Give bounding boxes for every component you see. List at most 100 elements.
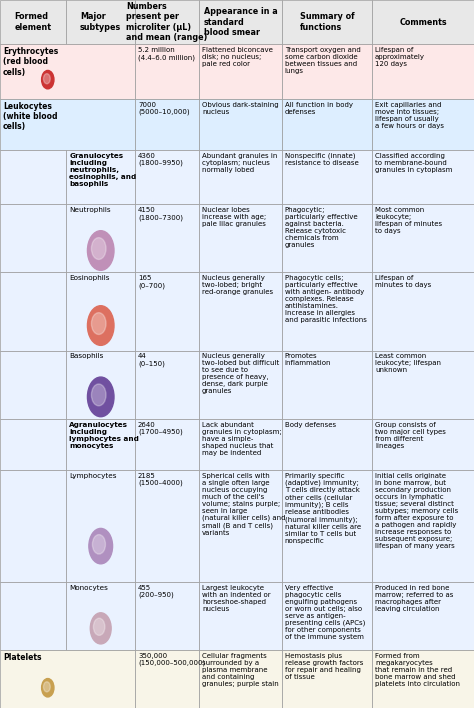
Circle shape bbox=[44, 682, 50, 692]
Circle shape bbox=[90, 612, 111, 644]
Bar bbox=[199, 273, 282, 350]
Text: 44
(0–150): 44 (0–150) bbox=[138, 353, 165, 367]
Text: 2185
(1500–4000): 2185 (1500–4000) bbox=[138, 472, 182, 486]
Text: 165
(0–700): 165 (0–700) bbox=[138, 275, 165, 289]
Bar bbox=[372, 469, 474, 582]
Text: 2640
(1700–4950): 2640 (1700–4950) bbox=[138, 421, 182, 435]
Bar bbox=[282, 273, 372, 350]
Text: Hemostasis plus
release growth factors
for repair and healing
of tissue: Hemostasis plus release growth factors f… bbox=[285, 653, 363, 680]
Bar bbox=[372, 204, 474, 273]
Circle shape bbox=[89, 528, 113, 564]
Bar bbox=[199, 650, 282, 708]
Bar bbox=[0, 0, 66, 44]
Bar bbox=[135, 0, 199, 44]
Text: Comments: Comments bbox=[399, 18, 447, 27]
Bar bbox=[0, 582, 66, 650]
Bar bbox=[135, 150, 199, 204]
Bar bbox=[199, 350, 282, 418]
Bar bbox=[135, 650, 199, 708]
Bar bbox=[372, 650, 474, 708]
Bar bbox=[372, 582, 474, 650]
Text: Lack abundant
granules in cytoplasm;
have a simple-
shaped nucleus that
may be i: Lack abundant granules in cytoplasm; hav… bbox=[202, 421, 282, 455]
Circle shape bbox=[42, 678, 54, 697]
Bar bbox=[372, 350, 474, 418]
Bar bbox=[199, 418, 282, 469]
Bar bbox=[66, 150, 135, 204]
Text: Neutrophils: Neutrophils bbox=[69, 207, 111, 213]
Circle shape bbox=[44, 74, 50, 84]
Text: Phagocytic;
particularly effective
against bacteria.
Release cytotoxic
chemicals: Phagocytic; particularly effective again… bbox=[285, 207, 357, 248]
Text: 4360
(1800–9950): 4360 (1800–9950) bbox=[138, 153, 183, 166]
Bar bbox=[135, 44, 199, 98]
Bar bbox=[372, 150, 474, 204]
Bar bbox=[199, 44, 282, 98]
Bar bbox=[66, 469, 135, 582]
Text: Nuclear lobes
increase with age;
pale lilac granules: Nuclear lobes increase with age; pale li… bbox=[202, 207, 266, 227]
Text: Promotes
inflammation: Promotes inflammation bbox=[285, 353, 331, 367]
Bar bbox=[135, 273, 199, 350]
Text: Major
subtypes: Major subtypes bbox=[80, 13, 121, 32]
Bar bbox=[0, 350, 66, 418]
Bar bbox=[0, 204, 66, 273]
Bar bbox=[199, 150, 282, 204]
Text: Spherical cells with
a single often large
nucleus occupying
much of the cell's
v: Spherical cells with a single often larg… bbox=[202, 472, 285, 535]
Bar bbox=[199, 582, 282, 650]
Bar bbox=[0, 650, 135, 708]
Text: Classified according
to membrane-bound
granules in cytoplasm: Classified according to membrane-bound g… bbox=[375, 153, 452, 173]
Text: Basophils: Basophils bbox=[69, 353, 104, 360]
Text: Numbers
present per
microliter (μL)
and mean (range): Numbers present per microliter (μL) and … bbox=[127, 2, 208, 42]
Text: Nucleus generally
two-lobed; bright
red-orange granules: Nucleus generally two-lobed; bright red-… bbox=[202, 275, 273, 295]
Text: Eosinophils: Eosinophils bbox=[69, 275, 109, 281]
Text: Granulocytes
including
neutrophils,
eosinophils, and
basophils: Granulocytes including neutrophils, eosi… bbox=[69, 153, 137, 187]
Text: Exit capillaries and
move into tissues;
lifespan of usually
a few hours or days: Exit capillaries and move into tissues; … bbox=[375, 101, 444, 129]
Text: Very effective
phagocytic cells
engulfing pathogens
or worn out cells; also
serv: Very effective phagocytic cells engulfin… bbox=[285, 585, 365, 641]
Text: Nucleus generally
two-lobed but difficult
to see due to
presence of heavy,
dense: Nucleus generally two-lobed but difficul… bbox=[202, 353, 279, 394]
Text: Group consists of
two major cell types
from different
lineages: Group consists of two major cell types f… bbox=[375, 421, 446, 448]
Bar bbox=[66, 0, 135, 44]
Text: Obvious dark-staining
nucleus: Obvious dark-staining nucleus bbox=[202, 101, 279, 115]
Bar bbox=[372, 273, 474, 350]
Bar bbox=[135, 418, 199, 469]
Bar bbox=[0, 273, 66, 350]
Bar bbox=[135, 98, 199, 150]
Bar bbox=[372, 0, 474, 44]
Text: Platelets: Platelets bbox=[3, 653, 41, 662]
Bar bbox=[199, 469, 282, 582]
Bar bbox=[282, 582, 372, 650]
Bar bbox=[0, 150, 66, 204]
Text: Abundant granules in
cytoplasm; nucleus
normally lobed: Abundant granules in cytoplasm; nucleus … bbox=[202, 153, 277, 173]
Bar bbox=[199, 204, 282, 273]
Bar bbox=[66, 350, 135, 418]
Bar bbox=[372, 418, 474, 469]
Bar bbox=[372, 98, 474, 150]
Text: 7000
(5000–10,000): 7000 (5000–10,000) bbox=[138, 101, 190, 115]
Text: Largest leukocyte
with an indented or
horseshoe-shaped
nucleus: Largest leukocyte with an indented or ho… bbox=[202, 585, 271, 612]
Text: Lifespan of
minutes to days: Lifespan of minutes to days bbox=[375, 275, 431, 288]
Text: 4150
(1800–7300): 4150 (1800–7300) bbox=[138, 207, 183, 221]
Text: Phagocytic cells;
particularly effective
with antigen- antibody
complexes. Relea: Phagocytic cells; particularly effective… bbox=[285, 275, 367, 323]
Bar bbox=[199, 98, 282, 150]
Bar bbox=[66, 418, 135, 469]
Circle shape bbox=[42, 71, 54, 88]
Text: Least common
leukocyte; lifespan
unknown: Least common leukocyte; lifespan unknown bbox=[375, 353, 441, 373]
Text: Lifespan of
approximately
120 days: Lifespan of approximately 120 days bbox=[375, 47, 425, 67]
Text: Cellular fragments
surrounded by a
plasma membrane
and containing
granules; purp: Cellular fragments surrounded by a plasm… bbox=[202, 653, 279, 687]
Text: Erythrocytes
(red blood
cells): Erythrocytes (red blood cells) bbox=[3, 47, 58, 77]
Text: Formed from
megakaryocytes
that remain in the red
bone marrow and shed
platelets: Formed from megakaryocytes that remain i… bbox=[375, 653, 460, 687]
Bar bbox=[282, 44, 372, 98]
Bar bbox=[135, 350, 199, 418]
Text: Primarily specific
(adaptive) immunity;
T cells directly attack
other cells (cel: Primarily specific (adaptive) immunity; … bbox=[285, 472, 361, 544]
Text: 5.2 million
(4.4–6.0 million): 5.2 million (4.4–6.0 million) bbox=[138, 47, 195, 61]
Bar bbox=[282, 0, 372, 44]
Bar bbox=[66, 582, 135, 650]
Bar bbox=[66, 204, 135, 273]
Text: Monocytes: Monocytes bbox=[69, 585, 108, 591]
Bar bbox=[372, 44, 474, 98]
Text: Transport oxygen and
some carbon dioxide
between tissues and
lungs: Transport oxygen and some carbon dioxide… bbox=[285, 47, 361, 74]
Text: Formed
element: Formed element bbox=[15, 13, 52, 32]
Circle shape bbox=[91, 384, 106, 406]
Text: Body defenses: Body defenses bbox=[285, 421, 336, 428]
Text: Flattened biconcave
disk; no nucleus;
pale red color: Flattened biconcave disk; no nucleus; pa… bbox=[202, 47, 273, 67]
Bar bbox=[0, 44, 135, 98]
Text: 455
(200–950): 455 (200–950) bbox=[138, 585, 173, 598]
